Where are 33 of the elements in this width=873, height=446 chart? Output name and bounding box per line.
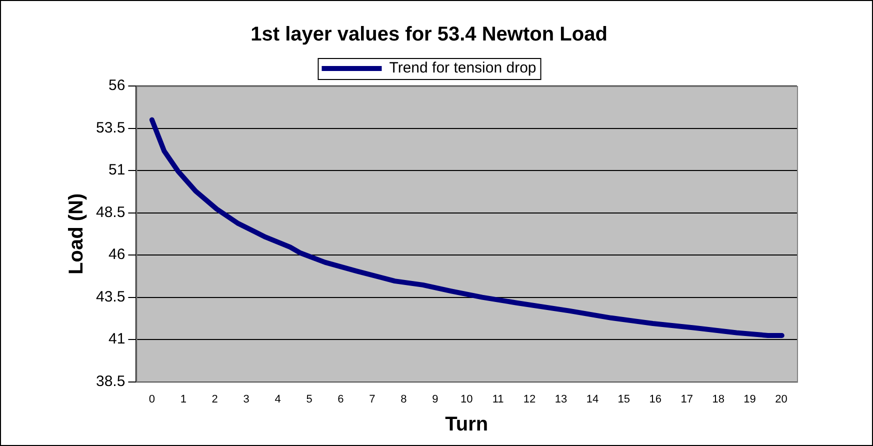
- legend-label: Trend for tension drop: [389, 60, 536, 77]
- x-tick-label: 17: [680, 393, 693, 406]
- y-tick-label: 53.5: [96, 119, 126, 136]
- chart-title: 1st layer values for 53.4 Newton Load: [250, 24, 608, 46]
- x-tick-label: 20: [775, 393, 788, 406]
- x-tick-label: 12: [523, 393, 536, 406]
- y-tick-label: 43.5: [96, 288, 126, 306]
- x-tick-label: 2: [212, 393, 218, 406]
- x-tick-label: 16: [649, 393, 662, 406]
- x-tick-label: 18: [712, 393, 724, 406]
- x-tick-label: 4: [274, 393, 281, 406]
- x-tick-label: 9: [432, 393, 438, 406]
- y-tick-label: 46: [108, 246, 126, 264]
- x-tick-label: 8: [400, 393, 407, 406]
- x-tick-label: 11: [492, 393, 504, 406]
- x-tick-label: 15: [618, 393, 630, 406]
- x-tick-label: 14: [586, 393, 599, 406]
- y-tick-label: 38.5: [96, 372, 126, 390]
- x-tick-label: 10: [460, 393, 473, 406]
- x-tick-label: 5: [306, 393, 312, 406]
- x-tick-label: 13: [554, 393, 568, 406]
- x-tick-label: 7: [369, 393, 376, 406]
- x-tick-label: 19: [744, 393, 756, 406]
- x-axis-title: Turn: [445, 414, 488, 436]
- x-tick-label: 1: [180, 393, 186, 406]
- y-tick-label: 48.5: [96, 204, 126, 221]
- x-tick-label: 0: [148, 393, 155, 406]
- y-tick-label: 41: [108, 330, 126, 348]
- y-tick-label: 56: [108, 77, 126, 94]
- x-tick-label: 6: [338, 393, 344, 406]
- x-tick-label: 3: [243, 393, 250, 406]
- y-tick-label: 51: [108, 162, 126, 179]
- y-axis-title: Load (N): [66, 193, 88, 274]
